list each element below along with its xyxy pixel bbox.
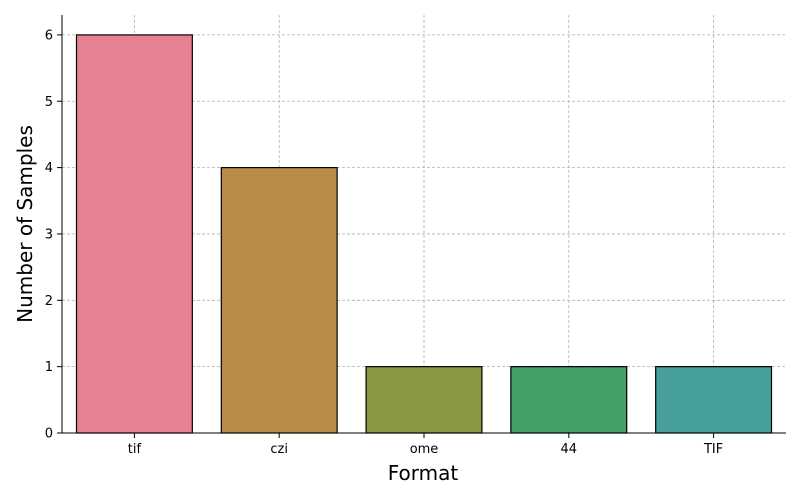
y-tick-label: 5: [45, 95, 53, 110]
x-tick-label: czi: [270, 442, 288, 457]
bar-czi: [220, 167, 338, 434]
bar-TIF: [655, 366, 773, 434]
x-axis-title: Format: [388, 461, 459, 485]
bar-44: [510, 366, 628, 434]
x-ticks: tif czi ome 44 TIF: [128, 433, 723, 457]
y-tick-label: 0: [45, 427, 53, 442]
y-tick-label: 4: [45, 161, 53, 176]
y-ticks: 0 1 2 3 4 5 6: [45, 28, 62, 442]
y-tick-label: 3: [45, 227, 53, 242]
y-tick-label: 1: [45, 360, 53, 375]
x-tick-label: TIF: [703, 442, 723, 457]
bar-ome: [365, 366, 483, 434]
x-tick-label: tif: [128, 442, 142, 457]
x-tick-label: ome: [410, 442, 439, 457]
y-axis-title: Number of Samples: [13, 125, 37, 323]
y-tick-label: 2: [45, 294, 53, 309]
x-tick-label: 44: [561, 442, 578, 457]
y-tick-label: 6: [45, 28, 53, 43]
bar-tif: [75, 34, 193, 434]
